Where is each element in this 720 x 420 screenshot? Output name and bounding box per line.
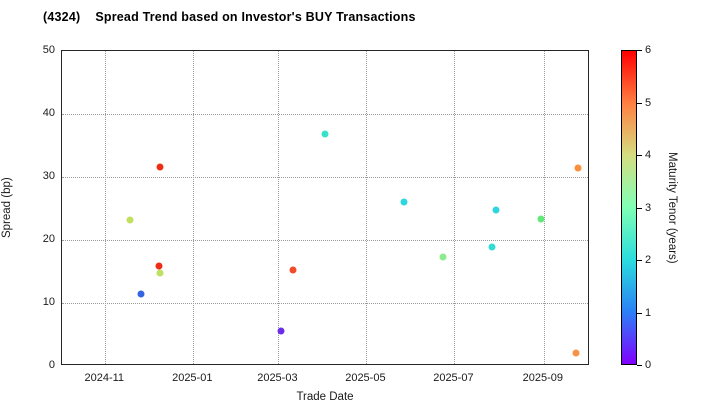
x-tick-label: 2025-03	[257, 372, 298, 384]
colorbar-tick-mark	[637, 207, 642, 209]
grid-line-horizontal	[62, 177, 588, 178]
colorbar-tick-label: 1	[645, 306, 652, 319]
data-point	[537, 215, 545, 223]
colorbar-tick-mark	[637, 50, 642, 51]
grid-line-horizontal	[62, 303, 588, 304]
data-point	[400, 198, 408, 206]
data-point	[137, 290, 145, 298]
colorbar-label: Maturity Tenor (years)	[666, 151, 678, 264]
data-point	[126, 216, 134, 224]
grid-line-vertical	[278, 51, 280, 364]
ticker-code: (4324)	[43, 10, 81, 24]
y-tick-label: 50	[42, 44, 55, 56]
grid-line-vertical	[366, 51, 368, 364]
grid-line-vertical	[543, 51, 545, 364]
data-point	[156, 269, 164, 277]
x-tick-label: 2025-05	[345, 372, 386, 384]
chart-title: (4324) Spread Trend based on Investor's B…	[43, 10, 416, 24]
colorbar-tick-label: 4	[645, 149, 652, 161]
grid-line-vertical	[454, 51, 456, 364]
colorbar-tick-mark	[637, 365, 642, 366]
chart-title-text: Spread Trend based on Investor's BUY Tra…	[95, 10, 416, 24]
y-tick-label: 0	[48, 359, 55, 371]
colorbar-tick-mark	[637, 155, 642, 156]
grid-line-vertical	[105, 51, 107, 364]
x-tick-label: 2024-11	[84, 372, 125, 384]
y-axis-label: Spread (bp)	[1, 177, 13, 238]
data-point	[439, 253, 447, 261]
x-axis-label: Trade Date	[296, 391, 354, 403]
data-point	[488, 243, 496, 251]
y-tick-label: 20	[42, 233, 55, 245]
data-point	[321, 130, 329, 138]
data-point	[156, 163, 164, 171]
colorbar-tick-mark	[637, 312, 642, 314]
data-point	[289, 266, 297, 274]
grid-line-vertical	[193, 51, 195, 364]
y-tick-label: 30	[42, 170, 55, 182]
data-point	[492, 206, 500, 214]
data-point	[572, 349, 580, 357]
x-tick-label: 2025-09	[522, 372, 564, 384]
x-tick-label: 2025-01	[172, 372, 213, 384]
colorbar-tick-label: 3	[645, 201, 652, 214]
colorbar-tick-label: 5	[645, 96, 652, 109]
grid-line-horizontal	[62, 240, 588, 241]
colorbar-tick-label: 2	[645, 254, 652, 266]
x-tick-label: 2025-07	[433, 372, 474, 384]
data-point	[277, 327, 285, 335]
y-tick-label: 10	[42, 296, 55, 308]
colorbar-tick-label: 6	[645, 44, 652, 56]
data-point	[574, 164, 582, 172]
data-point	[155, 262, 163, 270]
plot-area	[61, 50, 589, 365]
colorbar-tick-label: 0	[645, 359, 652, 371]
y-tick-label: 40	[42, 107, 55, 119]
colorbar	[621, 50, 637, 365]
colorbar-tick-mark	[637, 102, 642, 104]
colorbar-tick-mark	[637, 260, 642, 261]
grid-line-horizontal	[62, 114, 588, 115]
